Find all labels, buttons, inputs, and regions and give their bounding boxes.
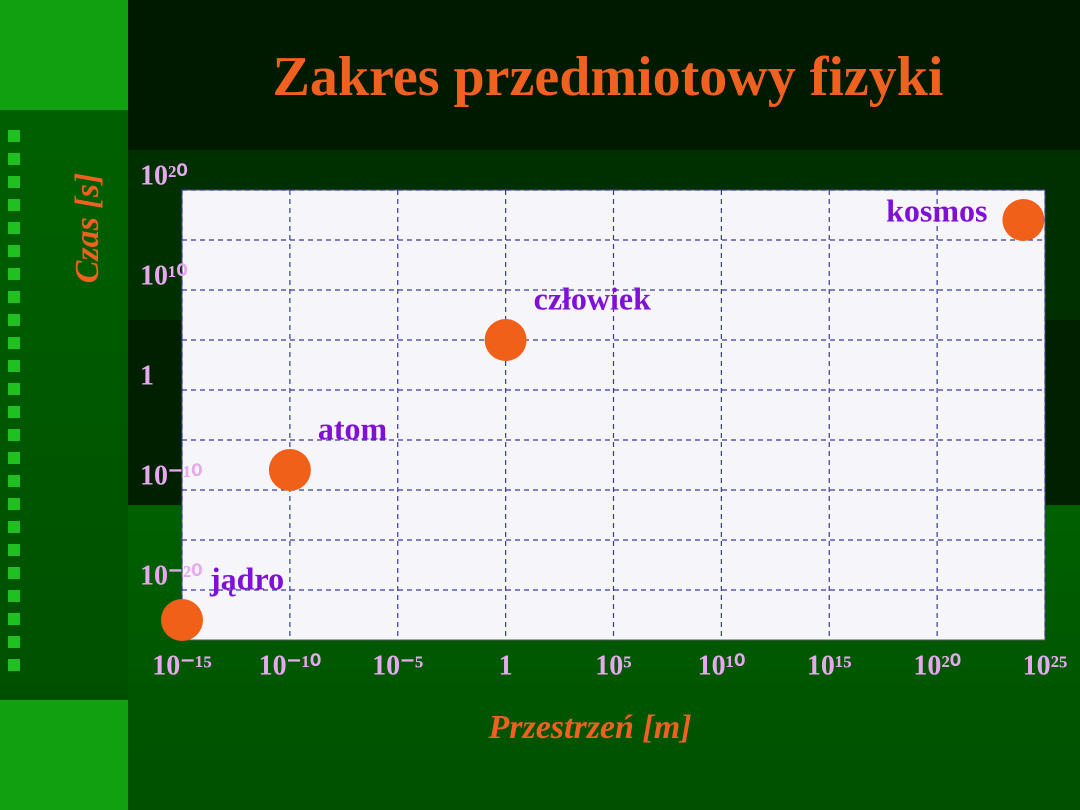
y-tick-label: 10²⁰	[140, 160, 188, 191]
point	[484, 319, 527, 361]
film-hole	[8, 544, 20, 556]
film-hole	[8, 613, 20, 625]
film-hole	[8, 659, 20, 671]
film-hole	[8, 498, 20, 510]
y-tick-label: 10¹⁰	[140, 260, 188, 291]
film-hole	[8, 383, 20, 395]
film-hole	[8, 337, 20, 349]
film-hole	[8, 291, 20, 303]
film-hole	[8, 475, 20, 487]
point-label: człowiek	[534, 280, 652, 316]
film-hole	[8, 636, 20, 648]
x-tick-label: 1	[499, 650, 513, 681]
film-hole	[8, 429, 20, 441]
film-hole	[8, 153, 20, 165]
y-axis-label: Czas [s]	[69, 173, 106, 284]
point-label: kosmos	[886, 192, 987, 228]
film-hole	[8, 245, 20, 257]
point	[161, 599, 203, 641]
film-hole	[8, 360, 20, 372]
point-label: jądro	[209, 560, 284, 596]
film-hole	[8, 452, 20, 464]
x-tick-label: 10²⁵	[1023, 650, 1068, 681]
y-tick-label: 10⁻²⁰	[140, 560, 202, 591]
film-holes	[8, 130, 20, 671]
x-tick-label: 10⁵	[595, 650, 631, 681]
y-tick-label: 10⁻¹⁰	[140, 460, 202, 491]
film-hole	[8, 590, 20, 602]
film-hole	[8, 314, 20, 326]
x-tick-label: 10⁻⁵	[372, 650, 423, 681]
film-hole	[8, 406, 20, 418]
chart-title: Zakres przedmiotowy fizyki	[273, 46, 944, 108]
point	[268, 449, 311, 491]
point-label: atom	[318, 410, 388, 446]
film-hole	[8, 268, 20, 280]
x-tick-label: 10⁻¹⁰	[259, 650, 321, 681]
film-hole	[8, 130, 20, 142]
x-axis-label: Przestrzeń [m]	[487, 709, 691, 746]
film-hole	[8, 222, 20, 234]
side-stripe	[0, 0, 128, 810]
film-hole	[8, 176, 20, 188]
film-hole	[8, 199, 20, 211]
film-hole	[8, 521, 20, 533]
x-tick-label: 10²⁰	[913, 650, 961, 681]
x-tick-label: 10⁻¹⁵	[152, 650, 212, 681]
y-tick-label: 1	[140, 360, 154, 391]
x-tick-label: 10¹⁰	[698, 650, 746, 681]
film-hole	[8, 567, 20, 579]
x-tick-label: 10¹⁵	[807, 650, 852, 681]
point	[1002, 199, 1045, 241]
